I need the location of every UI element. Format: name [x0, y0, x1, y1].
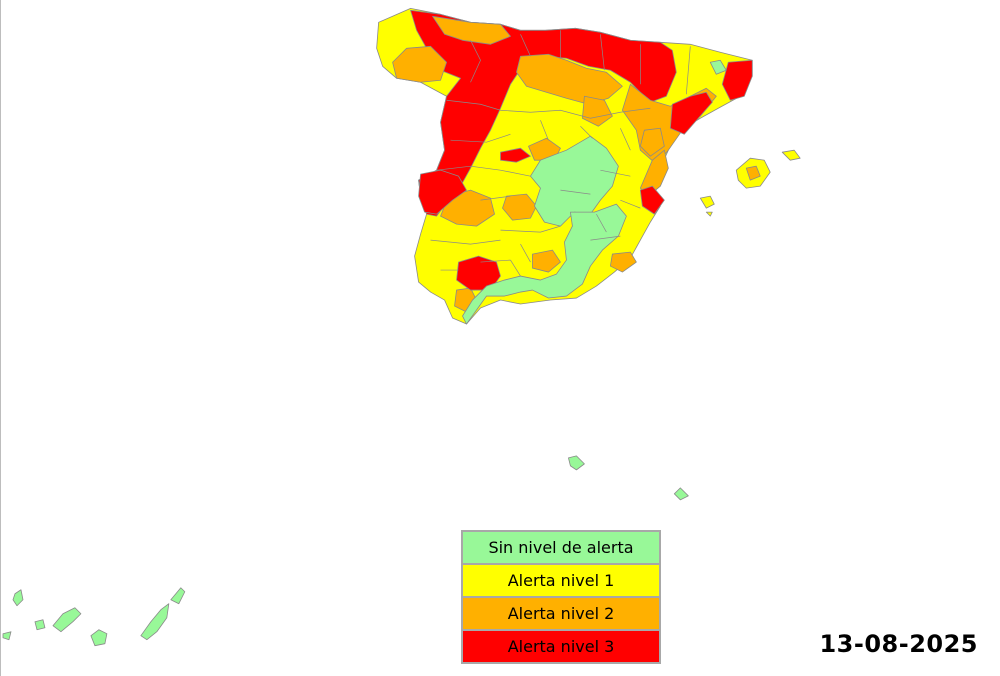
legend-label: Alerta nivel 2 [507, 604, 615, 623]
region-orange-burgos [516, 53, 623, 105]
region-red-north [410, 9, 677, 217]
region-orange-east [639, 149, 669, 197]
region-orange-valencia [639, 127, 665, 157]
region-borders [430, 30, 691, 277]
region-green-south [462, 203, 627, 325]
region-red-center [500, 147, 531, 163]
region-orange-asturias [432, 15, 511, 45]
island-tenerife [52, 607, 82, 633]
region-orange-leon [392, 45, 447, 83]
islet-alboran-b [673, 487, 689, 501]
legend-label: Alerta nivel 1 [507, 571, 615, 590]
legend-label: Alerta nivel 3 [507, 637, 615, 656]
islet-alboran-a [568, 455, 585, 471]
island-la-gomera [34, 619, 46, 631]
region-green-northeast [709, 59, 727, 75]
legend-item-level-2: Alerta nivel 2 [463, 598, 659, 631]
region-red-alicante [639, 185, 665, 215]
region-orange-murcia [609, 251, 637, 273]
island-fuerteventura [140, 603, 170, 641]
region-orange-centro-east [582, 95, 613, 127]
region-orange-center [502, 193, 537, 221]
island-mallorca-orange [745, 165, 761, 181]
island-formentera [705, 211, 713, 217]
island-ibiza [699, 195, 715, 209]
legend-item-level-3: Alerta nivel 3 [463, 631, 659, 662]
legend-item-level-1: Alerta nivel 1 [463, 565, 659, 598]
island-lanzarote [170, 587, 186, 605]
map-legend: Sin nivel de alerta Alerta nivel 1 Alert… [461, 530, 661, 664]
island-el-hierro [2, 631, 12, 641]
region-orange-south [532, 249, 561, 273]
legend-label: Sin nivel de alerta [488, 538, 634, 557]
island-menorca [781, 149, 801, 161]
island-gran-canaria [90, 629, 108, 647]
island-la-palma [12, 589, 24, 607]
legend-item-none: Sin nivel de alerta [463, 532, 659, 565]
region-red-catalonia [721, 59, 753, 101]
region-red-west [418, 169, 467, 215]
map-date: 13-08-2025 [819, 630, 978, 658]
region-red-tarragona [669, 91, 713, 135]
